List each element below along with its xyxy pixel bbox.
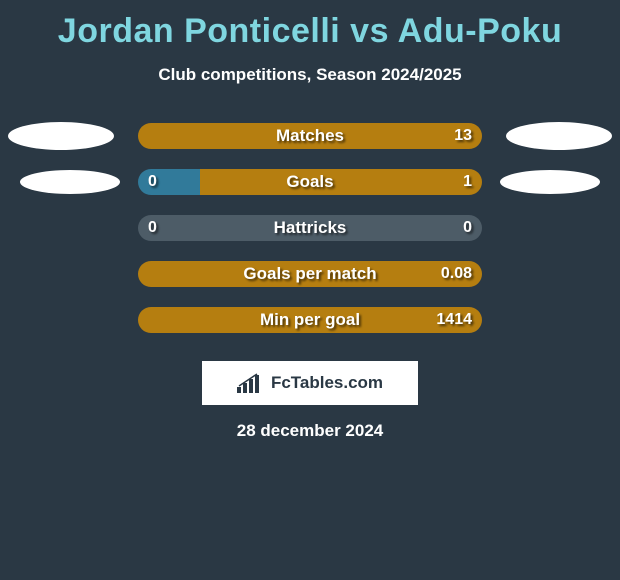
stat-row: 13Matches [0,113,620,159]
bar-seg-right [200,169,482,195]
stat-bar: 1414Min per goal [138,307,482,333]
page-title: Jordan Ponticelli vs Adu-Poku [0,0,620,51]
stat-value-left: 0 [148,169,157,195]
stat-row: 0.08Goals per match [0,251,620,297]
stat-value-left: 0 [148,215,157,241]
stat-bar: 13Matches [138,123,482,149]
stat-value-right: 1 [463,169,472,195]
bar-seg-right [138,261,482,287]
source-badge: FcTables.com [202,361,418,405]
source-label: FcTables.com [271,373,383,393]
bar-seg-left [138,215,482,241]
stat-bar: 0.08Goals per match [138,261,482,287]
stat-value-right: 0.08 [441,261,472,287]
subtitle: Club competitions, Season 2024/2025 [0,65,620,85]
player-oval-left [20,170,120,194]
stat-bars: 13Matches01Goals00Hattricks0.08Goals per… [0,113,620,343]
comparison-card: Jordan Ponticelli vs Adu-Poku Club compe… [0,0,620,441]
stat-bar: 01Goals [138,169,482,195]
stat-row: 01Goals [0,159,620,205]
bar-seg-right [138,307,482,333]
player-oval-left [8,122,114,150]
bars-icon [237,373,265,393]
stat-row: 1414Min per goal [0,297,620,343]
bar-seg-right [138,123,482,149]
stat-value-right: 1414 [436,307,472,333]
date-label: 28 december 2024 [0,421,620,441]
stat-row: 00Hattricks [0,205,620,251]
stat-value-right: 13 [454,123,472,149]
stat-bar: 00Hattricks [138,215,482,241]
stat-value-right: 0 [463,215,472,241]
player-oval-right [500,170,600,194]
player-oval-right [506,122,612,150]
